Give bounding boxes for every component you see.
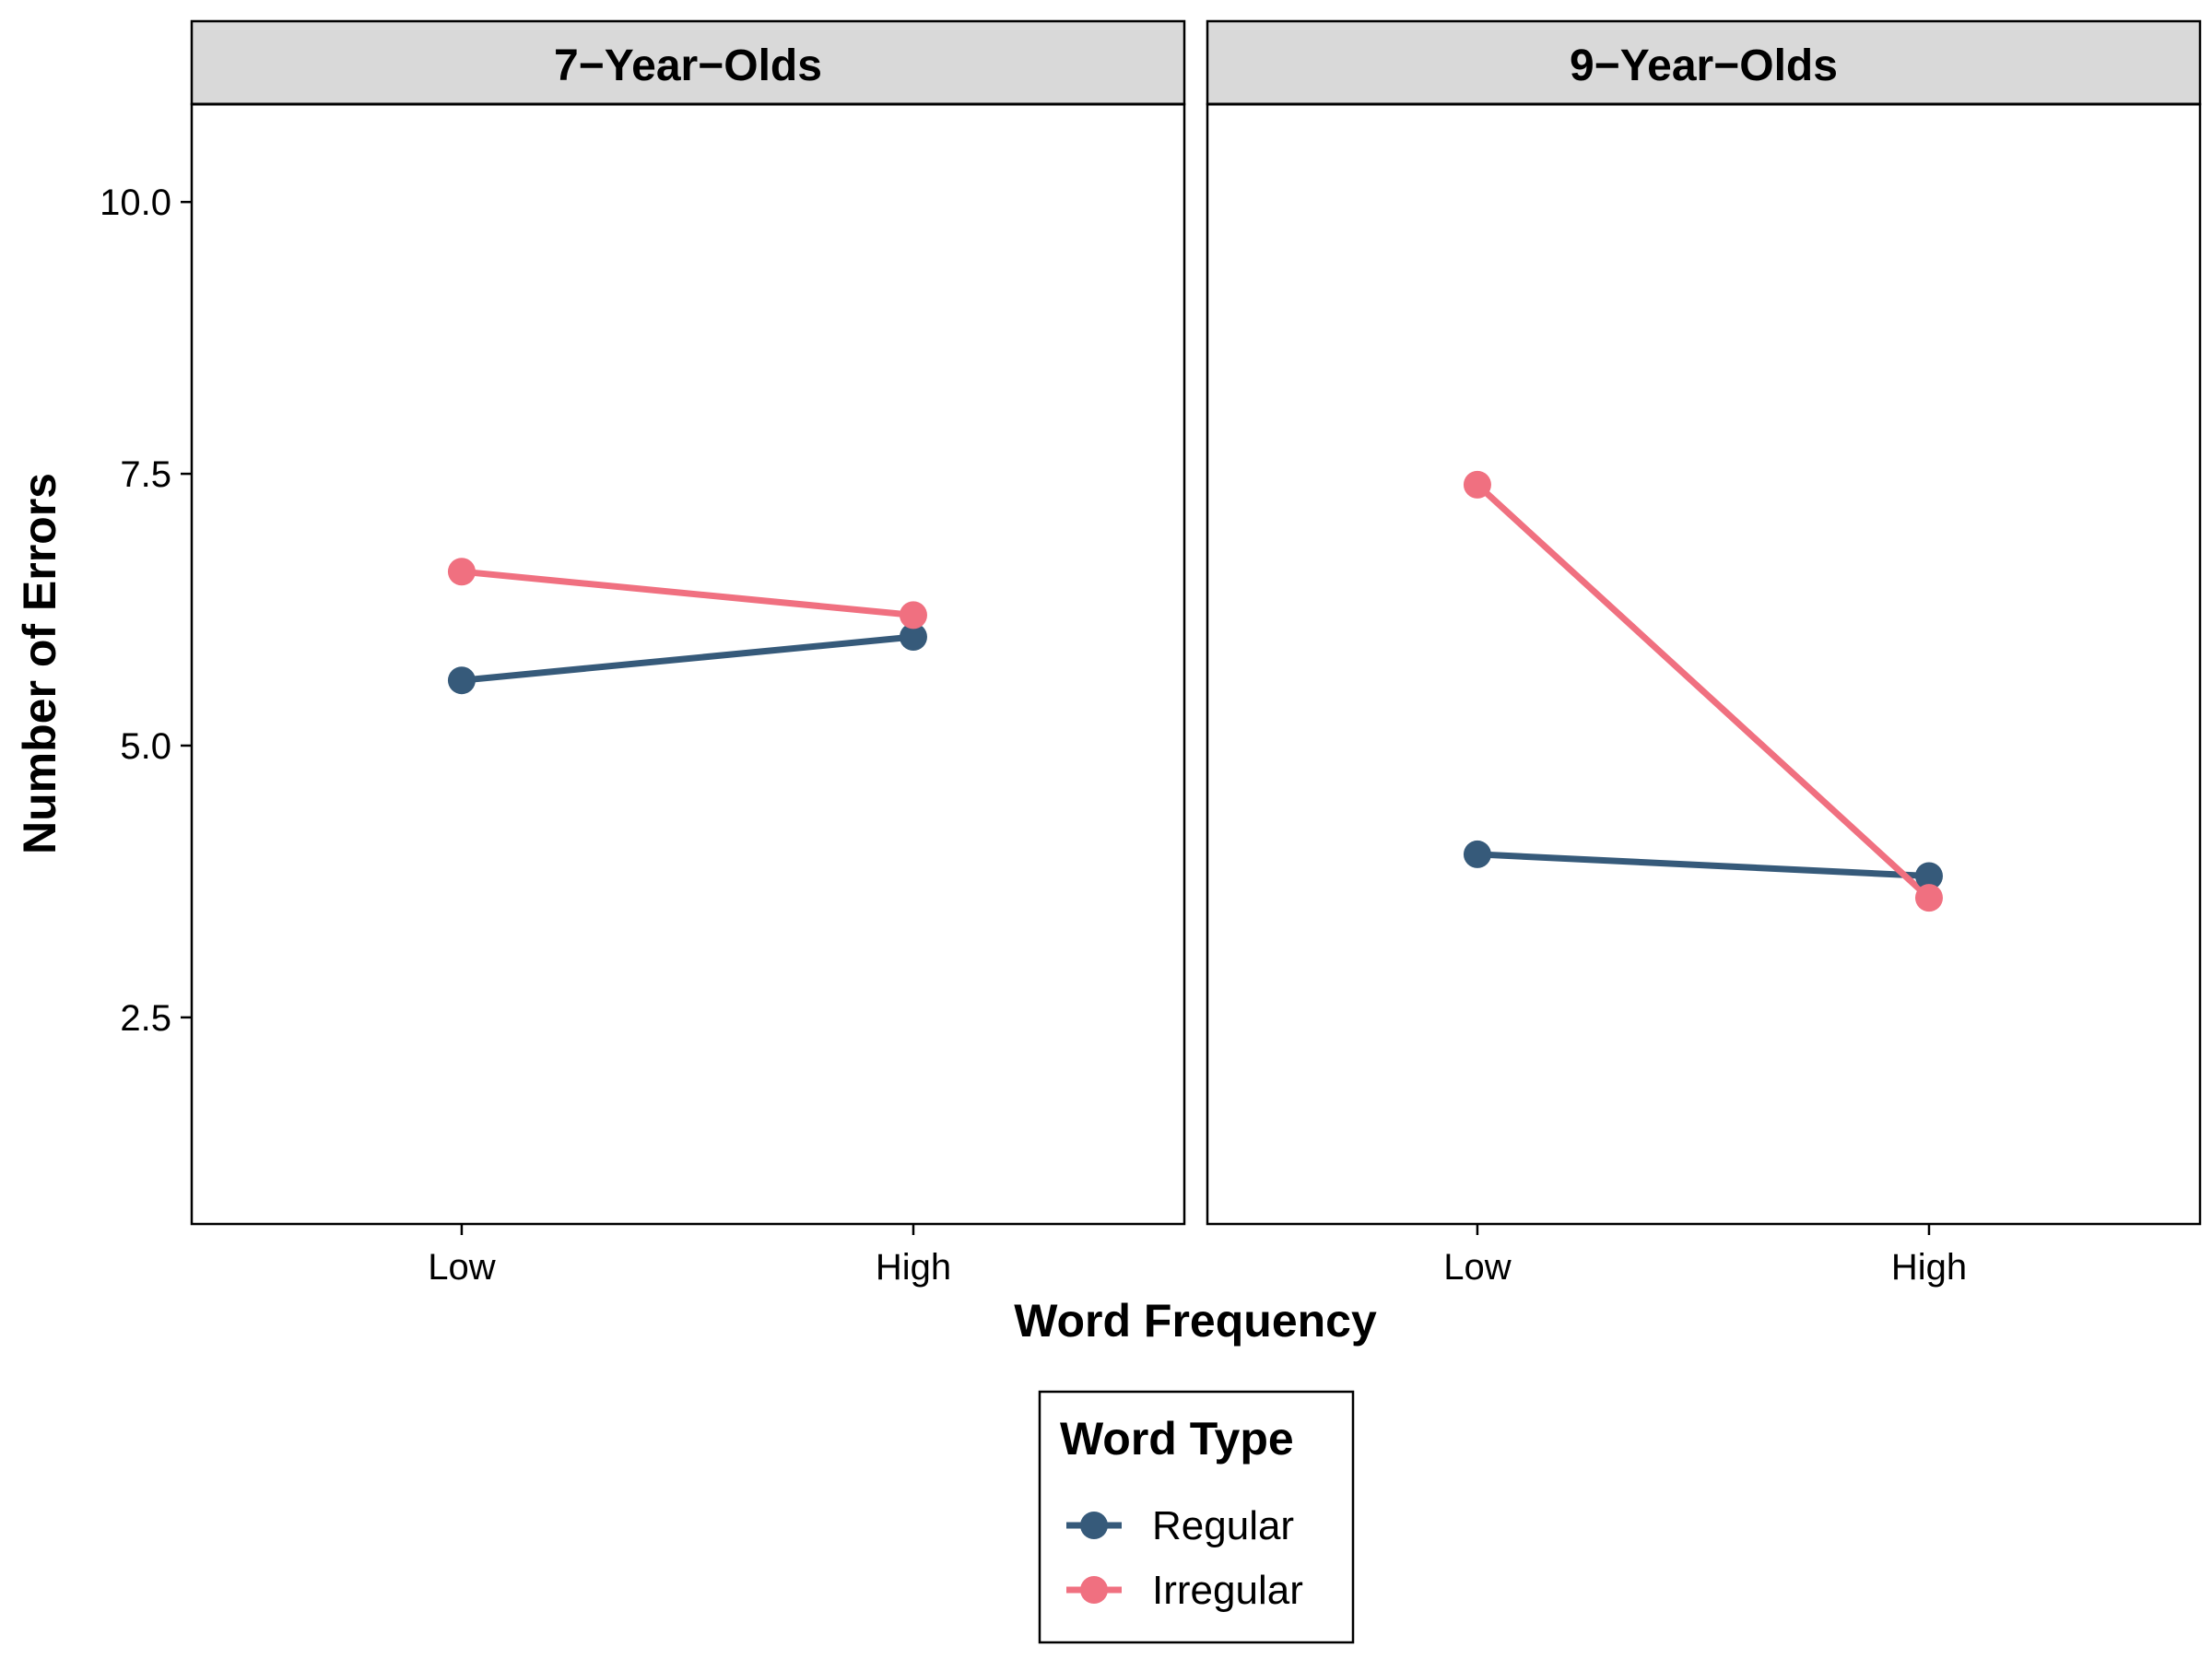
legend-title: Word Type — [1060, 1413, 1294, 1465]
legend: Word Type Regular Irregular — [1038, 1390, 1355, 1644]
panels: 7−Year−Olds Low High 9−Year−Olds Low High — [190, 19, 2202, 1288]
y-axis-title: Number of Errors — [14, 473, 65, 854]
facet-strip — [1206, 19, 2202, 106]
y-tick-label: 2.5 — [120, 998, 171, 1039]
series-line-regular — [461, 633, 914, 684]
data-point-regular — [899, 623, 927, 652]
data-point-regular — [447, 666, 476, 695]
legend-entry-irregular: Irregular — [1152, 1568, 1303, 1613]
data-point-regular — [1914, 862, 1943, 890]
data-point-irregular — [1463, 470, 1491, 499]
x-tick-label: Low — [1443, 1247, 1511, 1288]
x-tick-label: High — [876, 1247, 951, 1288]
x-tick-label: Low — [428, 1247, 495, 1288]
facet-panel: 9−Year−Olds Low High — [1206, 19, 2202, 1288]
plot-area — [190, 102, 1186, 1226]
y-tick-label: 10.0 — [100, 182, 171, 223]
legend-entry-regular: Regular — [1152, 1503, 1294, 1548]
data-point-regular — [1463, 840, 1491, 868]
y-axis: 2.5 5.0 7.5 10.0 — [100, 182, 192, 1039]
series-line-irregular — [461, 568, 914, 618]
y-tick-label: 7.5 — [120, 454, 171, 495]
legend-key-point — [1080, 1512, 1108, 1539]
legend-key-point — [1080, 1576, 1108, 1604]
data-point-irregular — [899, 601, 927, 629]
plot-area — [1206, 102, 2202, 1226]
legend-entries: Regular Irregular — [1066, 1503, 1303, 1613]
facet-strip — [190, 19, 1186, 106]
series-line-regular — [1477, 851, 1930, 880]
x-tick-label: High — [1891, 1247, 1967, 1288]
series-line-irregular — [1475, 482, 1932, 900]
facet-panel: 7−Year−Olds Low High — [190, 19, 1186, 1288]
data-point-irregular — [447, 558, 476, 586]
y-tick-label: 5.0 — [120, 726, 171, 767]
x-axis-title: Word Frequency — [1014, 1295, 1377, 1347]
data-point-irregular — [1914, 884, 1943, 912]
facet-title: 7−Year−Olds — [554, 41, 822, 90]
facet-title: 9−Year−Olds — [1570, 41, 1838, 90]
